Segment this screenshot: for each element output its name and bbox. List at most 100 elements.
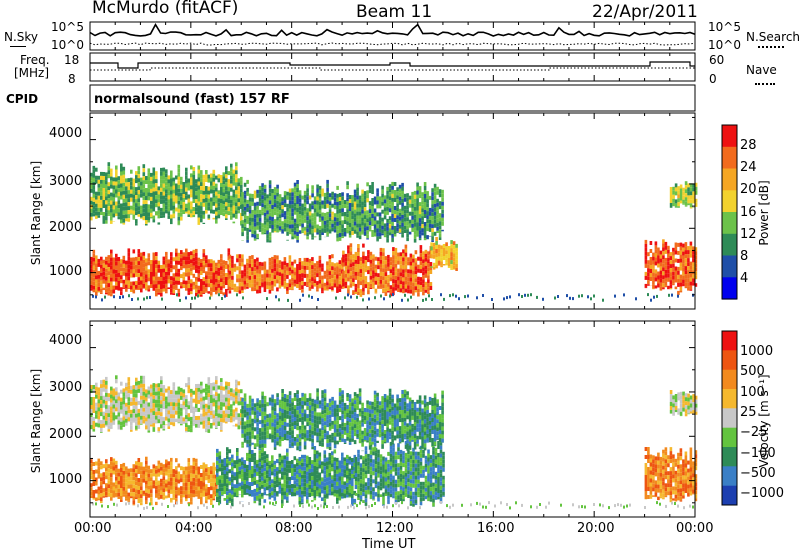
heatmap-cell	[506, 296, 508, 300]
heatmap-cell	[303, 273, 307, 278]
heatmap-cell	[394, 267, 398, 272]
heatmap-cell	[298, 202, 302, 207]
heatmap-cell	[437, 457, 440, 461]
heatmap-cell	[207, 275, 211, 280]
heatmap-cell	[90, 196, 93, 201]
heatmap-cell	[137, 462, 141, 466]
heatmap-cell	[137, 174, 141, 179]
heatmap-cell	[102, 496, 106, 498]
heatmap-cell	[95, 195, 98, 200]
heatmap-cell	[301, 466, 304, 471]
heatmap-cell	[95, 275, 98, 280]
heatmap-cell	[377, 489, 380, 494]
heatmap-cell	[197, 197, 201, 202]
heatmap-cell	[185, 288, 188, 291]
heatmap-cell	[437, 264, 441, 266]
heatmap-cell	[303, 466, 307, 471]
heatmap-cell	[652, 272, 655, 277]
heatmap-cell	[423, 230, 427, 234]
heatmap-cell	[185, 284, 188, 289]
heatmap-cell	[228, 501, 232, 503]
heatmap-cell	[215, 262, 218, 267]
heatmap-cell	[110, 273, 113, 278]
heatmap-cell	[102, 492, 106, 497]
heatmap-cell	[291, 208, 294, 213]
heatmap-cell	[389, 441, 393, 446]
heatmap-cell	[167, 203, 171, 208]
heatmap-cell	[338, 229, 342, 233]
heatmap-cell	[328, 488, 332, 493]
heatmap-cell	[132, 202, 136, 207]
heatmap-cell	[135, 264, 138, 269]
heatmap-cell	[235, 162, 238, 167]
heatmap-cell	[202, 261, 206, 266]
heatmap-cell	[352, 274, 355, 279]
heatmap-cell	[407, 273, 410, 278]
heatmap-cell	[248, 275, 252, 280]
heatmap-cell	[261, 262, 264, 267]
heatmap-cell	[669, 288, 673, 290]
heatmap-cell	[422, 259, 425, 264]
heatmap-cell	[221, 463, 224, 468]
heatmap-cell	[221, 297, 223, 300]
heatmap-cell	[412, 467, 415, 472]
heatmap-cell	[424, 467, 428, 472]
heatmap-cell	[120, 492, 123, 496]
heatmap-cell	[122, 218, 126, 223]
heatmap-cell	[333, 229, 337, 233]
heatmap-cell	[105, 256, 108, 261]
heatmap-cell	[361, 221, 364, 226]
heatmap-cell	[364, 502, 368, 506]
heatmap-cell	[357, 485, 360, 490]
heatmap-cell	[226, 499, 229, 504]
heatmap-cell	[160, 269, 163, 273]
heatmap-cell	[115, 181, 118, 186]
heatmap-cell	[283, 277, 287, 282]
heatmap-cell	[383, 199, 387, 204]
heatmap-cell	[326, 473, 329, 478]
heatmap-cell	[357, 272, 360, 276]
heatmap-cell	[220, 211, 223, 215]
heatmap-cell	[363, 207, 367, 212]
heatmap-cell	[442, 264, 446, 266]
heatmap-cell	[110, 485, 113, 490]
heatmap-cell	[221, 475, 224, 480]
heatmap-cell	[379, 470, 383, 475]
heatmap-cell	[125, 182, 128, 187]
heatmap-cell	[298, 270, 302, 274]
heatmap-cell	[218, 495, 222, 500]
heatmap-cell	[679, 254, 683, 259]
heatmap-cell	[102, 383, 106, 388]
heatmap-cell	[170, 497, 173, 502]
heatmap-cell	[268, 269, 272, 274]
heatmap-cell	[157, 198, 161, 203]
heatmap-cell	[343, 204, 347, 208]
heatmap-cell	[313, 204, 317, 209]
heatmap-cell	[90, 264, 93, 269]
heatmap-cell	[357, 264, 360, 268]
heatmap-cell	[117, 428, 121, 430]
heatmap-cell	[438, 189, 442, 194]
heatmap-cell	[321, 275, 324, 280]
heatmap-cell	[301, 462, 304, 467]
heatmap-cell	[659, 266, 663, 271]
heatmap-cell	[273, 187, 277, 192]
heatmap-cell	[127, 288, 131, 289]
heatmap-cell	[243, 218, 247, 223]
heatmap-cell	[440, 253, 443, 258]
heatmap-cell	[212, 268, 216, 273]
heatmap-cell	[687, 187, 690, 192]
heatmap-cell	[396, 187, 399, 192]
heatmap-cell	[669, 195, 673, 199]
heatmap-cell	[323, 212, 327, 217]
heatmap-cell	[664, 269, 668, 274]
nave-trace	[90, 67, 695, 71]
heatmap-cell	[190, 189, 193, 194]
heatmap-cell	[248, 454, 252, 458]
heatmap-cell	[212, 284, 216, 289]
heatmap-cell	[323, 196, 327, 201]
heatmap-cell	[308, 211, 312, 216]
heatmap-cell	[216, 456, 219, 461]
heatmap-cell	[362, 243, 365, 248]
heatmap-cell	[281, 277, 284, 282]
